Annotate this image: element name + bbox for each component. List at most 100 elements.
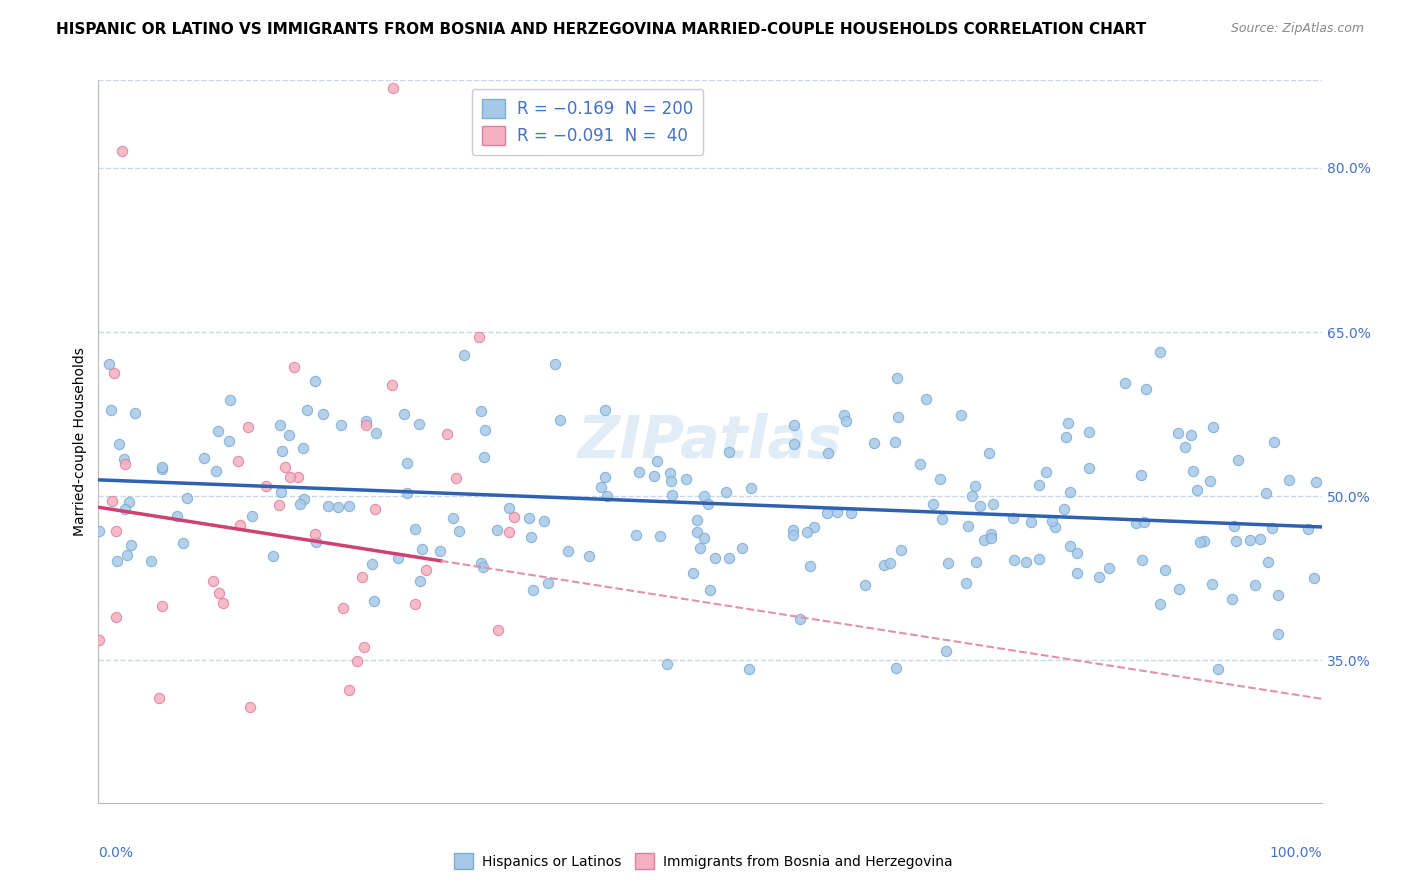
Point	[408, 417, 430, 431]
Point	[908, 458, 931, 472]
Point	[278, 428, 301, 442]
Point	[270, 485, 292, 500]
Point	[737, 661, 759, 675]
Point	[936, 556, 959, 570]
Point	[796, 524, 818, 539]
Point	[915, 392, 938, 406]
Point	[444, 471, 467, 485]
Point	[979, 446, 1001, 460]
Point	[931, 511, 953, 525]
Point	[517, 511, 540, 525]
Point	[591, 480, 613, 494]
Point	[364, 425, 387, 440]
Y-axis label: Married-couple Households: Married-couple Households	[73, 347, 87, 536]
Point	[193, 450, 215, 465]
Point	[950, 408, 973, 422]
Point	[883, 435, 905, 450]
Point	[326, 500, 349, 514]
Point	[201, 574, 224, 588]
Point	[441, 511, 464, 525]
Text: Source: ZipAtlas.com: Source: ZipAtlas.com	[1230, 22, 1364, 36]
Point	[104, 609, 127, 624]
Point	[274, 460, 297, 475]
Point	[782, 528, 804, 542]
Point	[863, 435, 886, 450]
Point	[935, 643, 957, 657]
Point	[957, 519, 980, 533]
Point	[1066, 566, 1088, 580]
Point	[429, 544, 451, 558]
Point	[1098, 561, 1121, 575]
Point	[218, 393, 240, 408]
Point	[740, 481, 762, 495]
Point	[485, 524, 508, 538]
Point	[176, 491, 198, 505]
Point	[1185, 483, 1208, 498]
Point	[693, 531, 716, 545]
Point	[204, 464, 226, 478]
Point	[731, 541, 754, 556]
Point	[111, 144, 134, 158]
Point	[474, 423, 496, 437]
Point	[969, 499, 991, 513]
Point	[498, 525, 520, 540]
Point	[117, 495, 139, 509]
Point	[789, 612, 811, 626]
Point	[1002, 511, 1025, 525]
Point	[1278, 473, 1301, 487]
Point	[387, 551, 409, 566]
Point	[1167, 582, 1189, 597]
Point	[312, 407, 335, 421]
Point	[645, 453, 668, 467]
Point	[1035, 465, 1057, 479]
Point	[1223, 519, 1246, 533]
Point	[207, 425, 229, 439]
Point	[799, 559, 821, 574]
Point	[1078, 425, 1101, 439]
Point	[292, 492, 315, 507]
Point	[1303, 571, 1326, 585]
Legend: Hispanics or Latinos, Immigrants from Bosnia and Herzegovina: Hispanics or Latinos, Immigrants from Bo…	[449, 848, 957, 875]
Point	[101, 494, 124, 508]
Point	[1180, 427, 1202, 442]
Point	[593, 403, 616, 417]
Point	[105, 524, 128, 538]
Point	[304, 374, 326, 388]
Point	[330, 418, 353, 433]
Point	[1132, 515, 1154, 529]
Point	[578, 549, 600, 564]
Point	[817, 446, 839, 460]
Point	[965, 555, 987, 569]
Point	[1043, 520, 1066, 534]
Point	[354, 418, 377, 433]
Point	[280, 470, 302, 484]
Point	[1298, 522, 1320, 536]
Point	[1201, 577, 1223, 591]
Point	[337, 500, 360, 514]
Point	[689, 541, 711, 555]
Point	[103, 366, 125, 380]
Point	[471, 560, 494, 574]
Point	[544, 357, 567, 371]
Point	[354, 414, 377, 428]
Point	[87, 524, 110, 538]
Point	[955, 575, 977, 590]
Point	[1256, 486, 1278, 500]
Point	[981, 497, 1004, 511]
Point	[287, 470, 309, 484]
Point	[1053, 501, 1076, 516]
Point	[447, 524, 470, 538]
Point	[835, 414, 858, 428]
Point	[150, 461, 173, 475]
Point	[1004, 552, 1026, 566]
Point	[593, 470, 616, 484]
Point	[290, 497, 312, 511]
Point	[1088, 570, 1111, 584]
Point	[965, 479, 987, 493]
Point	[714, 485, 737, 500]
Point	[1220, 591, 1243, 606]
Point	[1206, 662, 1229, 676]
Point	[1149, 597, 1171, 611]
Point	[1057, 416, 1080, 430]
Point	[105, 554, 128, 568]
